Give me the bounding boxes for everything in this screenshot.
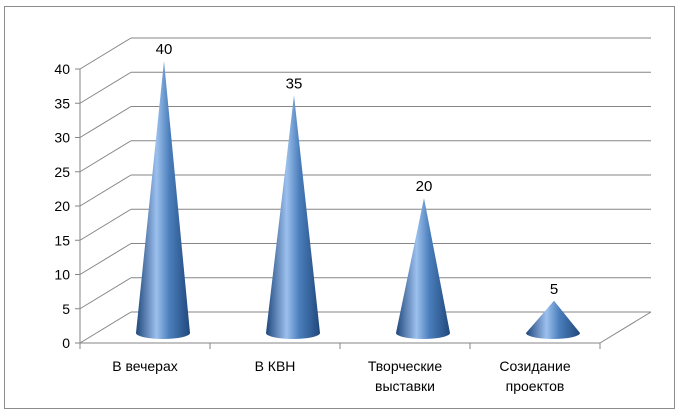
gridline-side: [79, 71, 132, 104]
cone: [396, 198, 450, 339]
data-label: 5: [550, 281, 558, 298]
data-label: 40: [156, 41, 173, 58]
y-tick-label: 35: [54, 95, 70, 111]
category-label: Творческие: [368, 358, 443, 374]
y-tick-label: 30: [54, 130, 70, 146]
category-label: выставки: [375, 378, 435, 394]
gridline-side: [79, 277, 132, 310]
x-axis: В вечерах В КВН Творческие выставки Созидани…: [79, 343, 601, 394]
category-label: В КВН: [255, 358, 296, 374]
category-label: В вечерах: [112, 358, 177, 374]
category-label: Созидание: [499, 358, 570, 374]
gridline-side: [79, 140, 132, 173]
cones: [136, 61, 580, 339]
data-label: 35: [286, 75, 303, 92]
floor-right-edge: [599, 311, 652, 344]
gridline-side: [79, 174, 132, 207]
gridline-side: [79, 106, 132, 138]
cone: [526, 300, 580, 339]
gridline-side: [79, 208, 132, 241]
y-tick-label: 15: [54, 232, 70, 248]
y-tick-label: 20: [54, 198, 70, 214]
y-tick-label: 25: [54, 164, 70, 180]
y-tick-label: 10: [54, 267, 70, 283]
data-label: 20: [416, 178, 433, 195]
y-tick-label: 5: [62, 301, 70, 317]
cone: [266, 95, 320, 339]
y-tick-label: 40: [54, 61, 70, 77]
cone: [136, 61, 190, 339]
chart-area: [4, 6, 675, 409]
gridline-side: [79, 243, 132, 275]
gridline-side: [79, 37, 132, 70]
category-label: проектов: [506, 378, 565, 394]
gridlines: [79, 37, 651, 344]
data-labels: 40 35 20 5: [156, 41, 559, 298]
gridline-side: [79, 311, 132, 344]
y-axis: 0 5 10 15 20 25 30 35 40: [54, 61, 80, 351]
y-tick-label: 0: [62, 335, 70, 351]
